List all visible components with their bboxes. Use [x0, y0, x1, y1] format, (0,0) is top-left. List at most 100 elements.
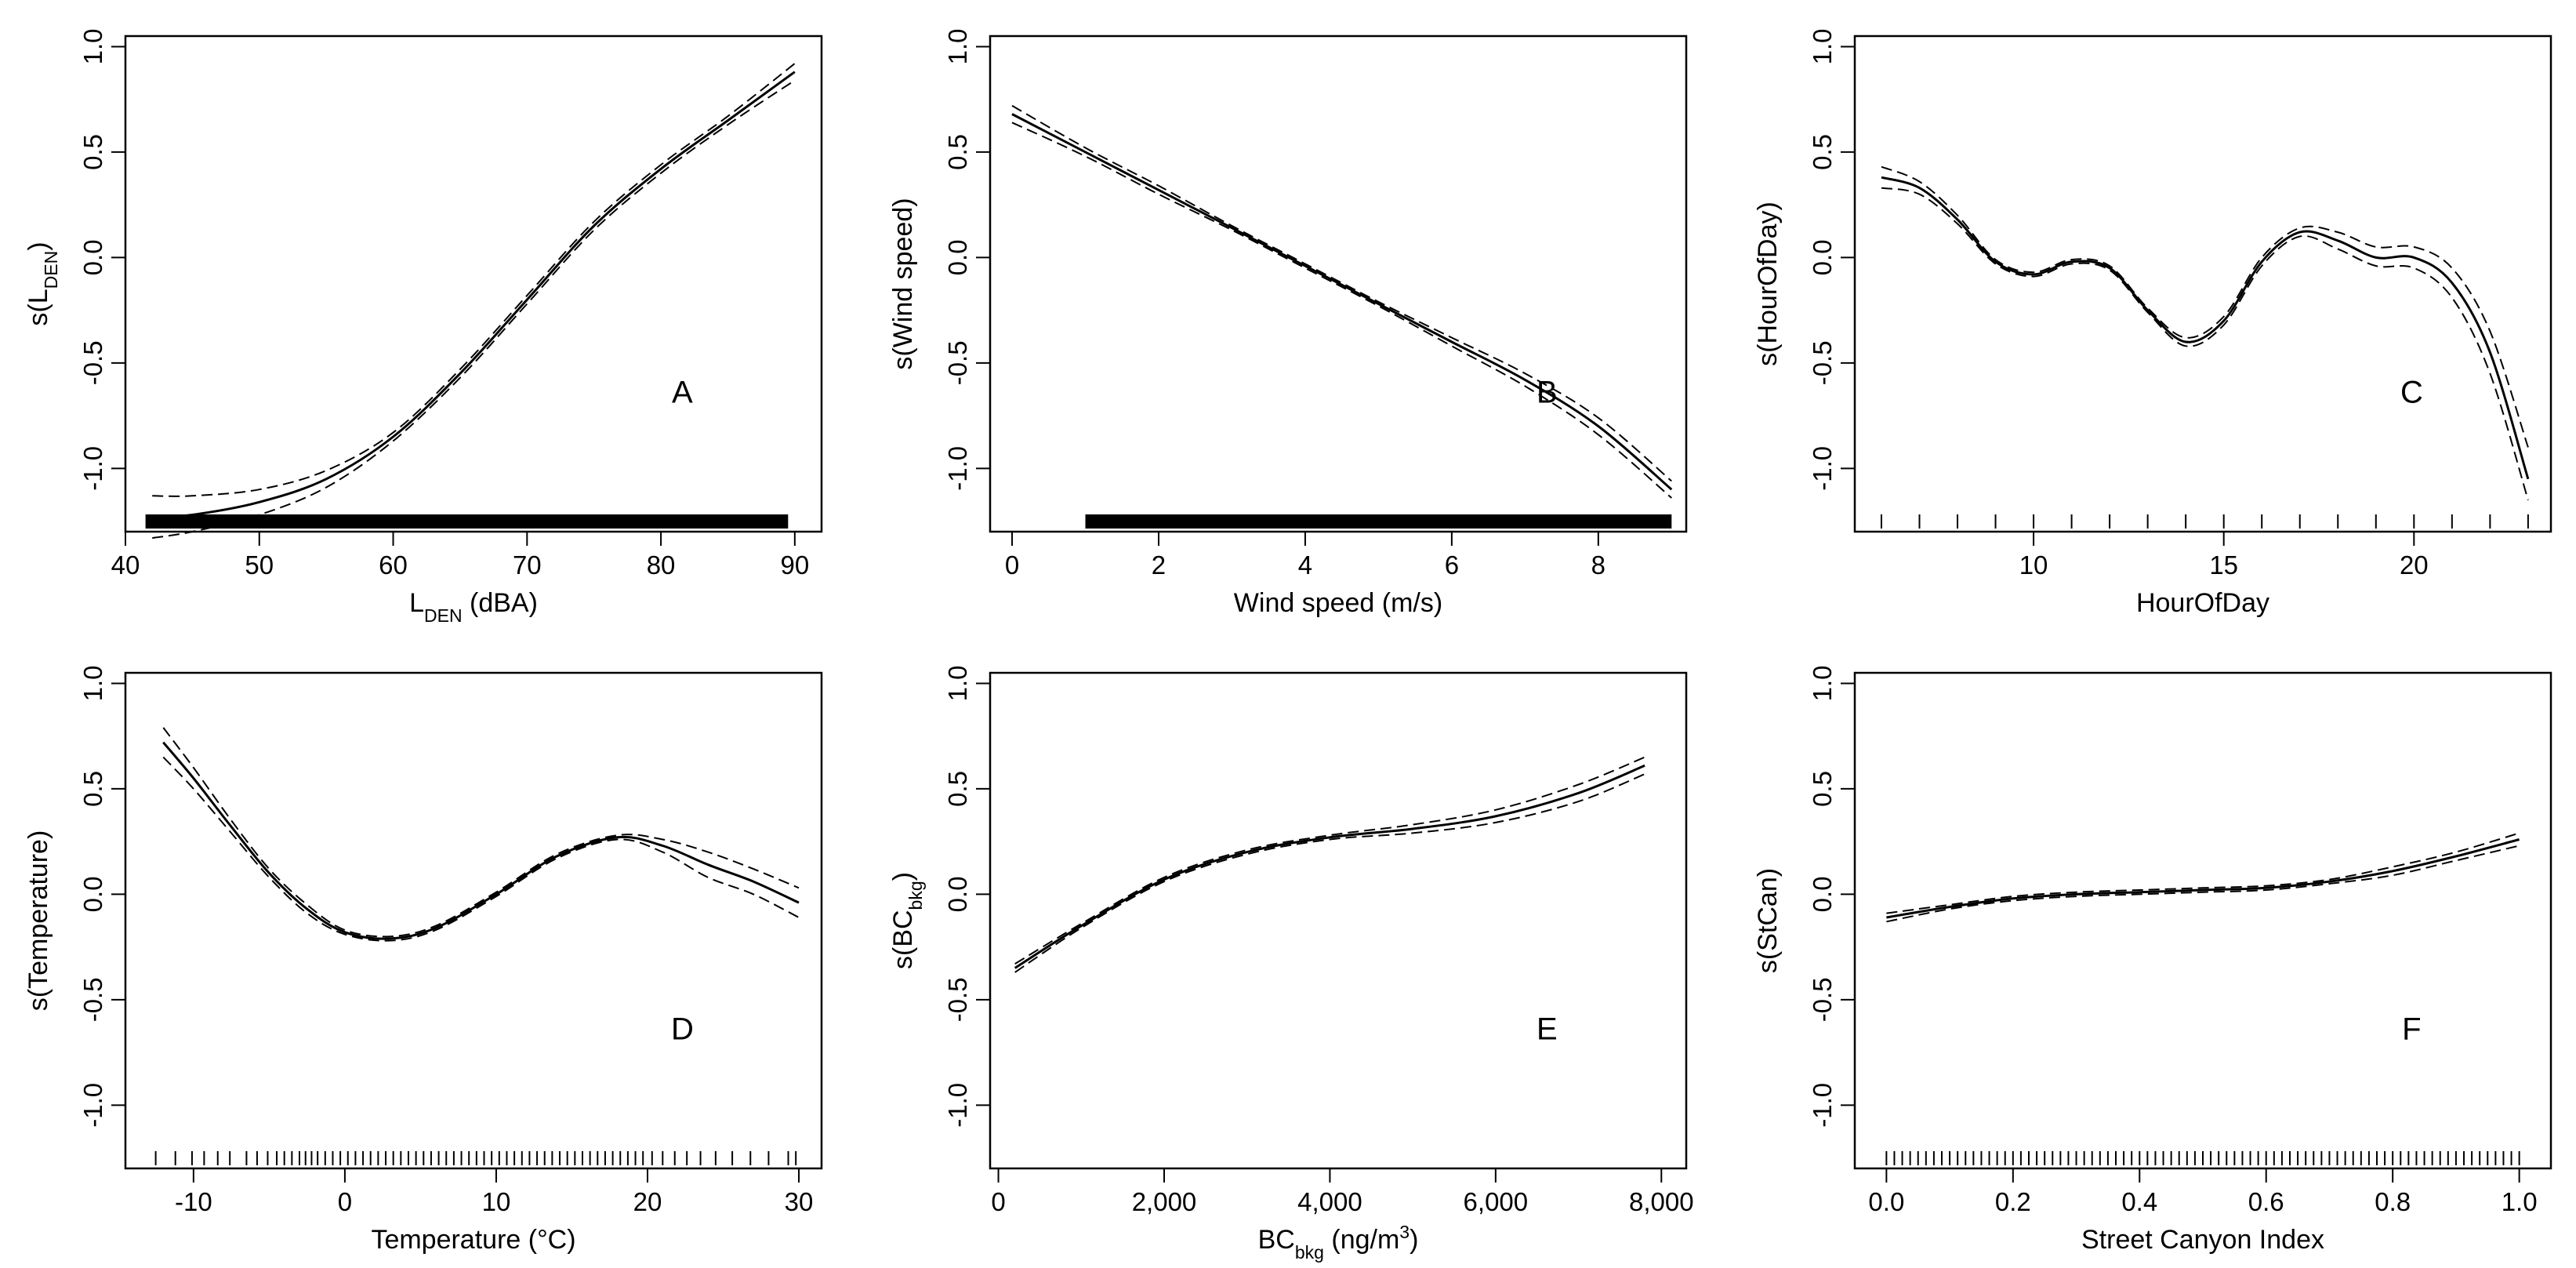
- panel-a: 40 50 60 70 80 90 -1.0 -0.5 0.0 0.5 1.0 LDEN (dBA) s…: [24, 29, 823, 626]
- smooth-curve: [1881, 176, 2530, 480]
- y-axis-label: s(Temperature): [24, 830, 53, 1012]
- y-tick-label: -0.5: [78, 340, 107, 385]
- rug: [145, 514, 789, 529]
- x-tick-label: 0: [338, 1187, 352, 1216]
- y-tick-label: -0.5: [1808, 340, 1837, 385]
- ci-curve: [1014, 773, 1645, 973]
- y-tick-label: 0.0: [1808, 239, 1837, 275]
- smooth-curve: [162, 741, 800, 940]
- x-tick-label: 20: [633, 1187, 662, 1216]
- x-tick-label: 15: [2209, 550, 2238, 580]
- y-tick-label: 1.0: [1808, 29, 1837, 65]
- y-tick-label: 0.0: [943, 876, 972, 912]
- panel-b: 0 2 4 6 8 -1.0 -0.5 0.0 0.5 1.0 Wind speed (m/s) s(…: [888, 29, 1688, 618]
- x-tick-label: 0: [1005, 550, 1019, 580]
- x-tick-label: 30: [785, 1187, 814, 1216]
- ci-curve: [1886, 845, 2520, 923]
- y-tick-label: -1.0: [78, 1083, 107, 1128]
- x-tick-label: 0.6: [2248, 1187, 2284, 1216]
- panel-label: E: [1537, 1012, 1558, 1047]
- y-tick-label: 0.5: [1808, 134, 1837, 170]
- plot-frame: [1853, 35, 2552, 533]
- x-tick-label: 6,000: [1464, 1187, 1529, 1216]
- y-tick-label: -0.5: [1808, 977, 1837, 1022]
- y-tick-label: 0.0: [78, 239, 107, 275]
- plot-frame: [1853, 671, 2552, 1170]
- rug: [1885, 1151, 2520, 1165]
- rug: [1880, 514, 2529, 529]
- y-tick-label: 1.0: [1808, 666, 1837, 702]
- panel-label: A: [672, 376, 693, 410]
- x-tick-label: 0.2: [1995, 1187, 2031, 1216]
- x-tick-label: 10: [482, 1187, 511, 1216]
- y-axis-label: s(Wind speed): [888, 198, 918, 369]
- ci-curve: [162, 756, 800, 942]
- y-tick-label: 0.0: [78, 876, 107, 912]
- x-tick-label: 8,000: [1629, 1187, 1694, 1216]
- y-tick-label: 1.0: [78, 29, 107, 65]
- plot-frame: [124, 35, 823, 533]
- y-axis-label: s(HourOfDay): [1753, 202, 1783, 366]
- y-tick-label: -1.0: [78, 446, 107, 491]
- x-tick-label: 0: [991, 1187, 1005, 1216]
- ci-curve: [1011, 104, 1672, 482]
- x-tick-label: 0.4: [2121, 1187, 2157, 1216]
- y-axis-label: s(StCan): [1753, 868, 1783, 973]
- x-tick-label: 8: [1591, 550, 1605, 580]
- smooth-curve: [152, 71, 796, 518]
- x-tick-label: -10: [175, 1187, 212, 1216]
- panel-c: 10 15 20 -1.0 -0.5 0.0 0.5 1.0 HourOfDay s(HourOf…: [1753, 29, 2552, 618]
- x-tick-label: 20: [2400, 550, 2429, 580]
- ci-curve: [1011, 122, 1672, 499]
- panel-label: C: [2400, 376, 2423, 410]
- x-tick-label: 6: [1445, 550, 1459, 580]
- ci-curve: [1014, 756, 1645, 965]
- y-tick-label: 1.0: [78, 666, 107, 702]
- y-tick-label: -1.0: [1808, 1083, 1837, 1128]
- panel-label: D: [671, 1012, 694, 1047]
- x-tick-label: 50: [245, 550, 274, 580]
- panel-f: 0.0 0.2 0.4 0.6 0.8 1.0 -1.0 -0.5 0.0 0.5 1.0 Stree…: [1753, 666, 2552, 1255]
- y-tick-label: 1.0: [943, 29, 972, 65]
- y-tick-label: -0.5: [943, 977, 972, 1022]
- rug-band: [1085, 514, 1672, 529]
- x-tick-label: 4: [1298, 550, 1312, 580]
- panel-label: F: [2402, 1012, 2421, 1047]
- plot-frame: [989, 671, 1688, 1170]
- x-axis-label: Wind speed (m/s): [1234, 588, 1442, 618]
- y-axis-label: s(LDEN): [24, 242, 61, 325]
- x-axis-label: LDEN (dBA): [409, 588, 538, 626]
- ci-curve: [162, 727, 800, 938]
- y-tick-label: 0.5: [943, 134, 972, 170]
- x-tick-label: 60: [379, 550, 408, 580]
- x-tick-label: 2: [1152, 550, 1166, 580]
- y-tick-label: -1.0: [943, 1083, 972, 1128]
- y-axis-label: s(BCbkg): [888, 872, 926, 969]
- rug: [154, 1151, 797, 1165]
- x-axis-label: BCbkg (ng/m3): [1258, 1222, 1419, 1263]
- y-tick-label: -0.5: [78, 977, 107, 1022]
- y-tick-label: 0.0: [1808, 876, 1837, 912]
- y-tick-label: 0.5: [943, 771, 972, 807]
- y-tick-label: 1.0: [943, 666, 972, 702]
- smooth-curve: [1011, 113, 1673, 491]
- x-tick-label: 1.0: [2502, 1187, 2538, 1216]
- ci-curve: [152, 79, 796, 540]
- ci-curve: [1881, 165, 2529, 448]
- smooth-curve: [1886, 838, 2520, 919]
- ci-curve: [1881, 187, 2529, 500]
- panel-e: 0 2,000 4,000 6,000 8,000 -1.0 -0.5 0.0 0.5 1.0 BC…: [888, 666, 1694, 1263]
- x-tick-label: 0.0: [1868, 1187, 1904, 1216]
- x-tick-label: 0.8: [2375, 1187, 2411, 1216]
- y-tick-label: -0.5: [943, 340, 972, 385]
- x-tick-label: 4,000: [1297, 1187, 1362, 1216]
- x-axis-label: Temperature (°C): [371, 1225, 575, 1255]
- y-tick-label: 0.5: [78, 771, 107, 807]
- rug-band: [145, 514, 789, 529]
- x-axis-label: HourOfDay: [2136, 588, 2269, 618]
- y-tick-label: 0.5: [78, 134, 107, 170]
- y-tick-label: 0.0: [943, 239, 972, 275]
- x-tick-label: 80: [647, 550, 676, 580]
- x-tick-label: 70: [513, 550, 542, 580]
